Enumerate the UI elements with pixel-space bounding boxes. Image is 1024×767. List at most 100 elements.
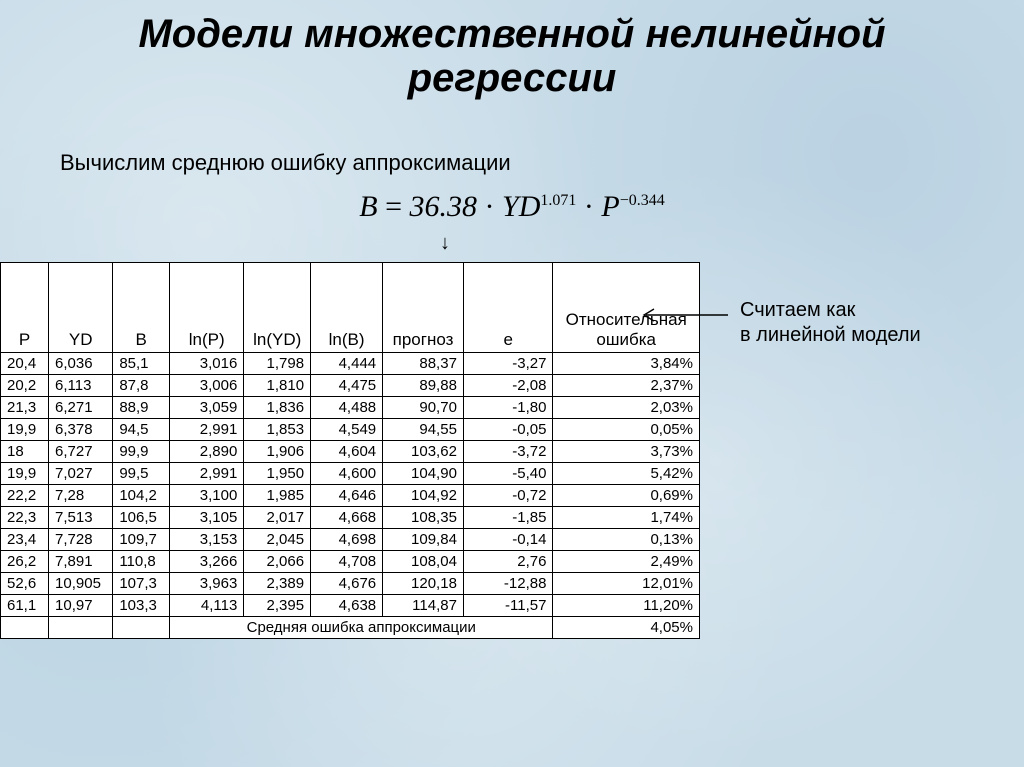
down-arrow-icon: ↓ (440, 232, 450, 255)
table-cell: 11,20% (553, 595, 700, 617)
table-row: 61,110,97103,34,1132,3954,638114,87-11,5… (1, 595, 700, 617)
table-cell: 1,906 (244, 441, 311, 463)
table-cell: 6,727 (49, 441, 113, 463)
table-cell: 94,5 (113, 419, 170, 441)
formula-exp1: 1.071 (540, 192, 576, 209)
table-cell: 10,97 (49, 595, 113, 617)
table-cell: 19,9 (1, 419, 49, 441)
table-cell: 114,87 (383, 595, 464, 617)
table-cell: 107,3 (113, 573, 170, 595)
table-cell: 2,017 (244, 507, 311, 529)
table-cell: 3,266 (170, 551, 244, 573)
table-cell: 2,37% (553, 375, 700, 397)
table-cell: 21,3 (1, 397, 49, 419)
table-cell: 3,84% (553, 353, 700, 375)
table-cell-empty (113, 617, 170, 639)
footer-label: Средняя ошибка аппроксимации (170, 617, 553, 639)
table-cell: 2,066 (244, 551, 311, 573)
table-cell: 89,88 (383, 375, 464, 397)
table-cell: 4,638 (311, 595, 383, 617)
table-cell: 4,600 (311, 463, 383, 485)
equals-sign: = (385, 190, 409, 223)
table-cell: 20,4 (1, 353, 49, 375)
table-cell: 104,2 (113, 485, 170, 507)
table-cell: -1,85 (463, 507, 553, 529)
table-row: 186,72799,92,8901,9064,604103,62-3,723,7… (1, 441, 700, 463)
table-cell: 19,9 (1, 463, 49, 485)
table-cell: 3,153 (170, 529, 244, 551)
table-cell: 1,74% (553, 507, 700, 529)
table-cell: 99,9 (113, 441, 170, 463)
table-cell: 4,488 (311, 397, 383, 419)
table-cell: 3,963 (170, 573, 244, 595)
table-header-row: P YD B ln(P) ln(YD) ln(B) прогноз e Отно… (1, 263, 700, 353)
table-cell: -0,05 (463, 419, 553, 441)
col-header-lnb: ln(B) (311, 263, 383, 353)
annotation-line1: Считаем как (740, 299, 855, 321)
table-cell: 108,04 (383, 551, 464, 573)
table-cell: 2,890 (170, 441, 244, 463)
table-row: 22,27,28104,23,1001,9854,646104,92-0,720… (1, 485, 700, 507)
table-cell: 1,985 (244, 485, 311, 507)
table-cell: -3,72 (463, 441, 553, 463)
table-cell: -0,14 (463, 529, 553, 551)
table-row: 26,27,891110,83,2662,0664,708108,042,762… (1, 551, 700, 573)
table-cell: 2,389 (244, 573, 311, 595)
table-cell: 4,113 (170, 595, 244, 617)
table-cell: 7,28 (49, 485, 113, 507)
table-cell: 104,90 (383, 463, 464, 485)
col-header-lnyd: ln(YD) (244, 263, 311, 353)
table-cell: 87,8 (113, 375, 170, 397)
table-cell: 109,84 (383, 529, 464, 551)
table-cell: 1,950 (244, 463, 311, 485)
table-cell: -3,27 (463, 353, 553, 375)
table-cell: 3,105 (170, 507, 244, 529)
footer-value: 4,05% (553, 617, 700, 639)
table-cell: 10,905 (49, 573, 113, 595)
table-cell: 88,9 (113, 397, 170, 419)
table-cell: 7,891 (49, 551, 113, 573)
table-cell: 104,92 (383, 485, 464, 507)
table-cell: 12,01% (553, 573, 700, 595)
table-cell: 2,49% (553, 551, 700, 573)
table-cell: 6,271 (49, 397, 113, 419)
table-row: 22,37,513106,53,1052,0174,668108,35-1,85… (1, 507, 700, 529)
table-cell: 106,5 (113, 507, 170, 529)
table-cell: 4,676 (311, 573, 383, 595)
table-cell: 22,2 (1, 485, 49, 507)
table-row: 21,36,27188,93,0591,8364,48890,70-1,802,… (1, 397, 700, 419)
table-cell: 4,646 (311, 485, 383, 507)
table-cell: 2,991 (170, 419, 244, 441)
formula-exp2: −0.344 (620, 192, 665, 209)
table-cell: -0,72 (463, 485, 553, 507)
col-header-yd: YD (49, 263, 113, 353)
table-cell: 7,728 (49, 529, 113, 551)
table-cell: 6,113 (49, 375, 113, 397)
table-cell: 4,475 (311, 375, 383, 397)
table-cell: 6,036 (49, 353, 113, 375)
annotation-text: Считаем как в линейной модели (740, 298, 921, 348)
table-cell: 18 (1, 441, 49, 463)
table-cell: 4,668 (311, 507, 383, 529)
col-header-lnp: ln(P) (170, 263, 244, 353)
table-cell: 4,708 (311, 551, 383, 573)
col-header-prog: прогноз (383, 263, 464, 353)
table-cell: 2,991 (170, 463, 244, 485)
table-cell: 110,8 (113, 551, 170, 573)
table-footer-row: Средняя ошибка аппроксимации4,05% (1, 617, 700, 639)
formula-var2: P (601, 190, 619, 223)
table-row: 19,96,37894,52,9911,8534,54994,55-0,050,… (1, 419, 700, 441)
table-cell: 26,2 (1, 551, 49, 573)
table-cell: 85,1 (113, 353, 170, 375)
table-cell: 4,444 (311, 353, 383, 375)
table-body: 20,46,03685,13,0161,7984,44488,37-3,273,… (1, 353, 700, 639)
table-row: 20,26,11387,83,0061,8104,47589,88-2,082,… (1, 375, 700, 397)
table-cell: 3,73% (553, 441, 700, 463)
table-cell: 108,35 (383, 507, 464, 529)
table-cell: 6,378 (49, 419, 113, 441)
table-cell: 22,3 (1, 507, 49, 529)
table-cell: -2,08 (463, 375, 553, 397)
table-cell: 94,55 (383, 419, 464, 441)
table-cell-empty (1, 617, 49, 639)
table-cell: -11,57 (463, 595, 553, 617)
